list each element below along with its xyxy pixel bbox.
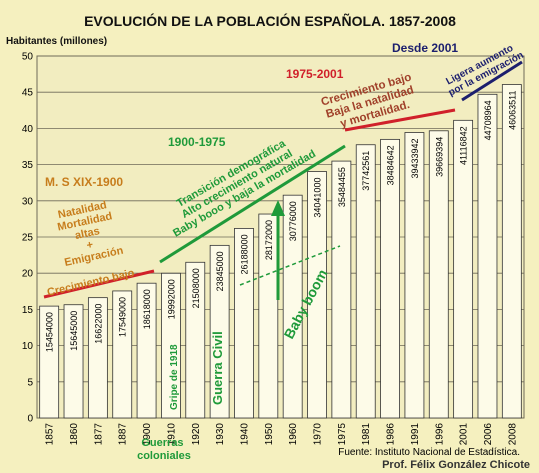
x-tick-label: 1950 bbox=[264, 423, 275, 446]
y-tick-label: 30 bbox=[22, 196, 34, 207]
x-tick-label: 1981 bbox=[361, 423, 372, 446]
x-tick-label: 1910 bbox=[166, 423, 177, 446]
annotation-1900-1975: 1900-1975 bbox=[168, 135, 226, 149]
x-tick-label: 1930 bbox=[215, 423, 226, 446]
annotation-m-s-xix: M. S XIX-1900 bbox=[45, 175, 123, 189]
x-tick-label: 1996 bbox=[434, 423, 445, 446]
bar bbox=[258, 213, 279, 419]
bar bbox=[63, 304, 84, 419]
bar bbox=[428, 130, 449, 419]
x-tick-label: 1900 bbox=[142, 423, 153, 446]
y-tick-label: 20 bbox=[22, 269, 34, 280]
y-tick-label: 50 bbox=[22, 52, 34, 63]
bar bbox=[453, 119, 474, 419]
bar-value-label: 39669394 bbox=[434, 137, 444, 177]
baby-boom-dash-line bbox=[239, 245, 341, 286]
bar bbox=[87, 297, 108, 419]
bar-value-label: 17549000 bbox=[118, 297, 128, 337]
x-tick-label: 1975 bbox=[337, 423, 348, 446]
bar-value-label: 26188000 bbox=[239, 234, 249, 274]
x-tick-label: 1887 bbox=[118, 423, 129, 446]
source-note: Fuente: Instituto Nacional de Estadístic… bbox=[338, 447, 520, 458]
x-tick-label: 1970 bbox=[313, 423, 324, 446]
annotation-guerras-coloniales: Guerras coloniales bbox=[137, 437, 191, 462]
annotation-1975-2001: 1975-2001 bbox=[286, 67, 344, 81]
chart-title: EVOLUCIÓN DE LA POBLACIÓN ESPAÑOLA. 1857… bbox=[84, 12, 456, 29]
bar-value-label: 30776000 bbox=[288, 201, 298, 241]
y-tick-label: 25 bbox=[22, 233, 34, 244]
bar-value-label: 46063511 bbox=[507, 91, 517, 130]
y-axis-label: Habitantes (millones) bbox=[6, 36, 107, 47]
x-tick-label: 2006 bbox=[483, 423, 494, 446]
bar-value-label: 19992000 bbox=[166, 279, 176, 319]
y-tick-label: 10 bbox=[22, 341, 34, 352]
bar bbox=[355, 144, 376, 419]
x-tick-label: 2008 bbox=[507, 423, 518, 446]
x-tick-label: 1857 bbox=[45, 423, 56, 446]
bar-value-label: 41116842 bbox=[459, 126, 469, 165]
bar-value-label: 38484642 bbox=[386, 145, 396, 185]
bar bbox=[477, 93, 498, 419]
y-tick-label: 15 bbox=[22, 305, 34, 316]
x-tick-label: 1940 bbox=[239, 423, 250, 446]
bar-value-label: 21508000 bbox=[191, 268, 201, 308]
guerras-line-2: coloniales bbox=[137, 450, 191, 462]
author-note: Prof. Félix González Chicote bbox=[382, 459, 530, 471]
bar-value-label: 15454000 bbox=[45, 312, 55, 352]
x-axis-ticks: 1857 1860 1877 1887 1900 1910 1920 1930 1940 1950… bbox=[45, 423, 519, 446]
y-tick-label: 5 bbox=[27, 377, 33, 388]
bar bbox=[234, 227, 254, 419]
bar-value-label: 34041000 bbox=[313, 178, 323, 218]
y-tick-label: 40 bbox=[22, 124, 34, 135]
x-tick-label: 2001 bbox=[459, 423, 470, 446]
bar bbox=[501, 84, 522, 419]
x-tick-label: 1920 bbox=[191, 423, 202, 446]
annotation-gripe: Gripe de 1918 bbox=[169, 344, 180, 410]
bar-value-label: 15645000 bbox=[69, 311, 79, 351]
y-axis-ticks: 0 5 10 15 20 25 30 35 40 45 50 bbox=[22, 52, 34, 425]
bar-value-label: 23845000 bbox=[215, 251, 225, 291]
bar-value-label: 28172000 bbox=[264, 220, 274, 260]
annotation-guerra-civil: Guerra Civil bbox=[210, 331, 225, 405]
annotation-desde-2001: Desde 2001 bbox=[392, 41, 458, 55]
bar-value-label: 35484455 bbox=[337, 167, 347, 207]
x-tick-label: 1960 bbox=[288, 423, 299, 446]
bar-value-label: 39433942 bbox=[410, 138, 420, 178]
baby-boom-arrow-head-icon bbox=[271, 200, 285, 216]
bar bbox=[307, 171, 327, 419]
bar bbox=[404, 132, 425, 419]
x-tick-label: 1860 bbox=[69, 423, 80, 446]
trend-line-1975-2001 bbox=[344, 108, 456, 132]
natalidad-plus: + bbox=[85, 239, 94, 252]
x-tick-label: 1991 bbox=[410, 423, 421, 446]
bar bbox=[380, 138, 400, 419]
bar bbox=[112, 290, 133, 419]
bar bbox=[185, 261, 206, 419]
trend-line-1857-1900 bbox=[43, 269, 155, 299]
y-tick-label: 35 bbox=[22, 160, 34, 171]
trend-line-1900-1975 bbox=[159, 144, 346, 264]
x-tick-label: 1986 bbox=[386, 423, 397, 446]
bar bbox=[136, 282, 157, 419]
y-tick-label: 0 bbox=[27, 414, 33, 425]
bars: 15454000 15645000 16622000 17549000 18618000… bbox=[39, 84, 522, 419]
trend-line-2001-2008 bbox=[461, 60, 523, 102]
y-tick-label: 45 bbox=[22, 88, 34, 99]
x-tick-label: 1877 bbox=[93, 423, 104, 446]
bar bbox=[161, 272, 181, 419]
bar-value-label: 37742561 bbox=[361, 151, 371, 191]
bar-value-label: 16622000 bbox=[93, 304, 103, 344]
bar-value-label: 44708964 bbox=[483, 100, 493, 140]
bar bbox=[209, 244, 230, 419]
bar bbox=[39, 305, 60, 419]
guerras-line-1: Guerras bbox=[141, 437, 183, 449]
bar-value-label: 18618000 bbox=[142, 289, 152, 329]
bar bbox=[282, 194, 303, 419]
bar bbox=[331, 160, 352, 419]
